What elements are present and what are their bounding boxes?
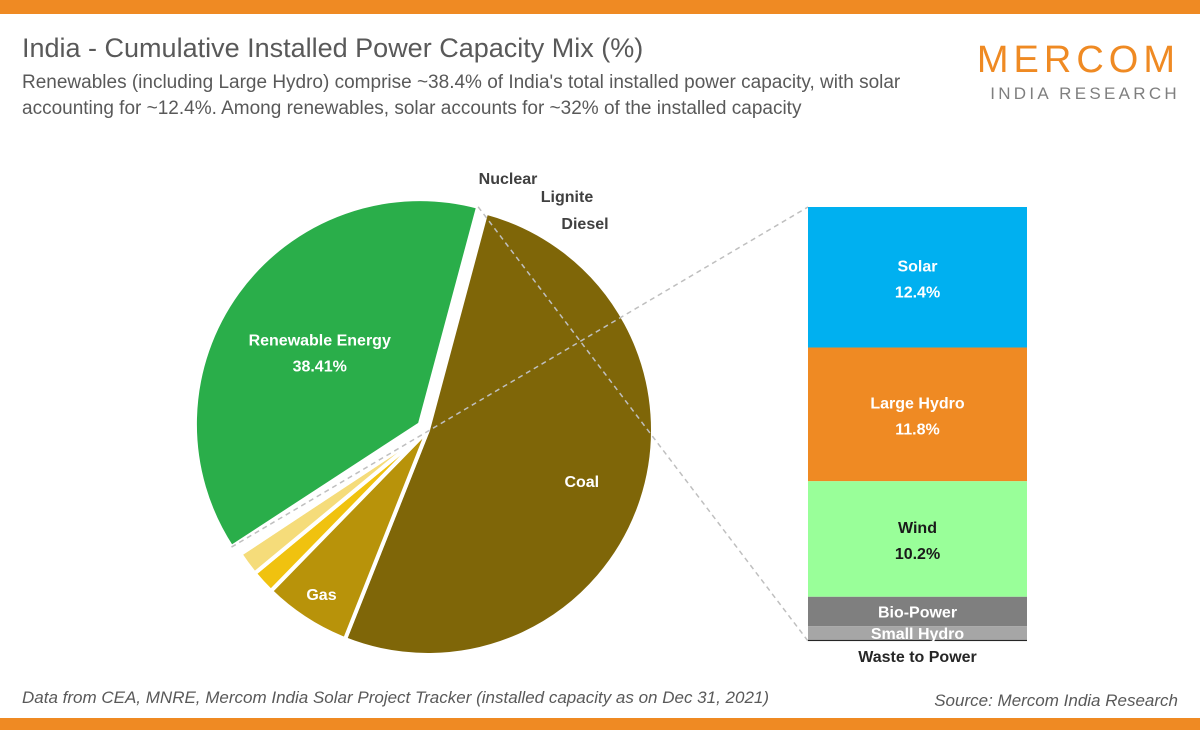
source-credit: Source: Mercom India Research <box>934 691 1178 710</box>
pie-label-nuclear: Nuclear <box>479 171 538 188</box>
bar-label-bio-power: Bio-Power <box>878 605 957 622</box>
logo-sub-text: INDIA RESEARCH <box>990 84 1180 103</box>
mercom-logo: MERCOM INDIA RESEARCH <box>977 40 1180 104</box>
pie-label-coal: Coal <box>564 474 599 491</box>
bar-segment-wind <box>808 481 1027 597</box>
bar-label-wind: Wind <box>898 520 937 537</box>
pie-value-renewable-energy: 38.41% <box>293 359 347 376</box>
bar-segment-waste-to-power <box>808 639 1027 642</box>
bar-value-wind: 10.2% <box>895 546 940 563</box>
chart-subtitle: Renewables (including Large Hydro) compr… <box>22 72 901 119</box>
pie-slice-coal <box>343 210 655 657</box>
top-accent-bar <box>0 0 1200 14</box>
data-source-note: Data from CEA, MNRE, Mercom India Solar … <box>22 688 770 707</box>
bar-label-small-hydro: Small Hydro <box>871 626 965 643</box>
pie-label-gas: Gas <box>306 587 336 604</box>
connector-line-bottom <box>477 206 809 642</box>
pie-slice-renewable-energy <box>192 197 481 550</box>
bar-label-solar: Solar <box>897 258 937 275</box>
bar-value-large-hydro: 11.8% <box>895 421 939 438</box>
bar-value-solar: 12.4% <box>895 284 940 301</box>
bar-label-large-hydro: Large Hydro <box>870 395 964 412</box>
pie-label-diesel: Diesel <box>561 216 608 233</box>
connector-line-top <box>231 206 809 548</box>
bar-segment-bio-power <box>808 596 1027 627</box>
bar-segment-small-hydro <box>808 626 1027 640</box>
pie-label-lignite: Lignite <box>541 189 594 206</box>
bar-segment-large-hydro <box>808 347 1027 482</box>
bottom-accent-bar <box>0 718 1200 730</box>
chart-title: India - Cumulative Installed Power Capac… <box>22 33 644 63</box>
bar-label-waste-to-power: Waste to Power <box>858 649 977 666</box>
bar-segment-solar <box>808 207 1027 348</box>
logo-main-text: MERCOM <box>976 39 1180 81</box>
pie-slice-diesel <box>237 428 430 557</box>
pie-label-renewable-energy: Renewable Energy <box>249 333 391 350</box>
